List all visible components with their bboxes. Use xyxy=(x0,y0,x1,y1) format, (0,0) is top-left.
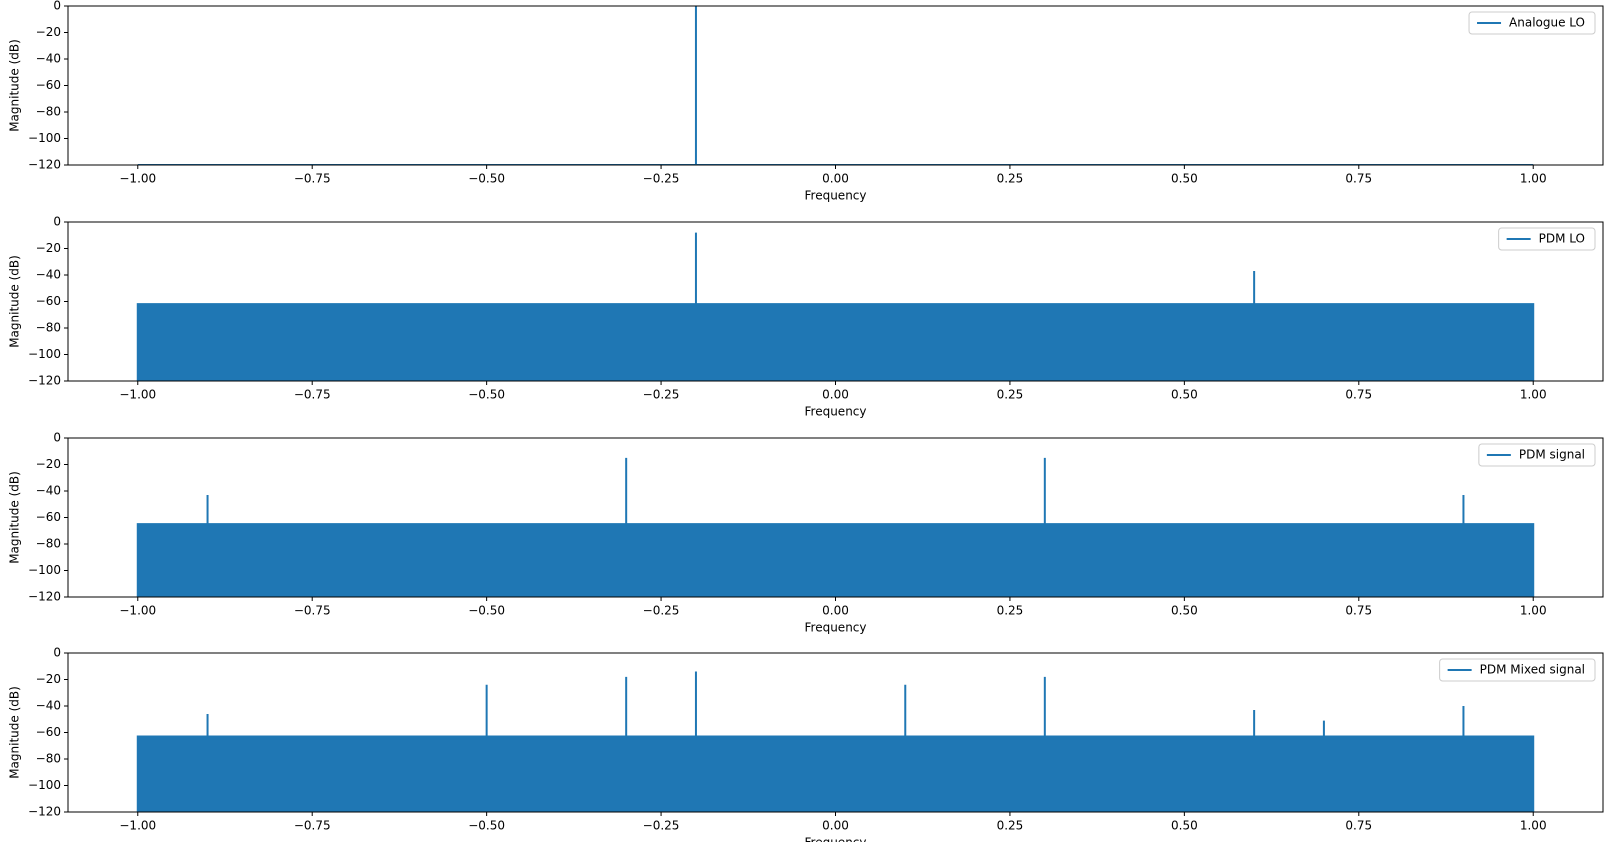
y-tick-label: −40 xyxy=(36,268,61,282)
legend-box xyxy=(1478,443,1596,467)
y-tick-label: −60 xyxy=(36,294,61,308)
subplot: −1.00 −0.75 −0.50 −0.25 0.00 0.25 0.50 0.75 1.00… xyxy=(8,215,1604,419)
y-tick-label: −40 xyxy=(36,484,61,498)
x-axis-title: Frequency xyxy=(805,189,867,203)
x-tick-label: −1.00 xyxy=(119,388,156,402)
x-tick-label: 1.00 xyxy=(1520,388,1547,402)
x-tick-label: 0.00 xyxy=(822,819,849,833)
x-axis-title: Frequency xyxy=(805,621,867,635)
legend-box xyxy=(1439,658,1596,682)
y-tick-label: 0 xyxy=(53,646,61,660)
x-tick-label: −0.50 xyxy=(468,604,505,618)
y-tick-label: −100 xyxy=(28,778,61,792)
x-tick-label: 0.50 xyxy=(1171,172,1198,186)
subplot: −1.00 −0.75 −0.50 −0.25 0.00 0.25 0.50 0.75 1.00… xyxy=(8,646,1604,842)
x-tick-label: 1.00 xyxy=(1520,819,1547,833)
y-tick-label: −100 xyxy=(28,347,61,361)
x-tick-label: 0.00 xyxy=(822,388,849,402)
x-tick-label: −1.00 xyxy=(119,172,156,186)
y-tick-label: −20 xyxy=(36,457,61,471)
y-tick-label: 0 xyxy=(53,431,61,445)
x-tick-label: 0.75 xyxy=(1345,604,1372,618)
x-tick-label: 0.50 xyxy=(1171,604,1198,618)
y-tick-label: −120 xyxy=(28,805,61,819)
x-tick-label: 0.75 xyxy=(1345,172,1372,186)
x-tick-label: 0.00 xyxy=(822,604,849,618)
subplot: −1.00 −0.75 −0.50 −0.25 0.00 0.25 0.50 0.75 1.00… xyxy=(8,431,1604,635)
x-tick-label: 0.50 xyxy=(1171,388,1198,402)
x-tick-label: 1.00 xyxy=(1520,172,1547,186)
y-tick-label: −40 xyxy=(36,699,61,713)
y-tick-label: −100 xyxy=(28,131,61,145)
y-axis-title: Magnitude (dB) xyxy=(8,471,22,564)
y-tick-label: −120 xyxy=(28,158,61,172)
y-tick-label: −120 xyxy=(28,590,61,604)
x-tick-label: 0.75 xyxy=(1345,388,1372,402)
legend: Analogue LO xyxy=(1468,11,1596,35)
x-tick-label: −0.75 xyxy=(294,388,331,402)
y-tick-label: −20 xyxy=(36,25,61,39)
x-tick-label: −0.50 xyxy=(468,172,505,186)
x-tick-label: 0.25 xyxy=(997,604,1024,618)
x-tick-label: −1.00 xyxy=(119,819,156,833)
y-tick-label: −60 xyxy=(36,510,61,524)
x-tick-label: −0.50 xyxy=(468,388,505,402)
y-tick-label: −80 xyxy=(36,321,61,335)
x-tick-label: 0.25 xyxy=(997,172,1024,186)
y-tick-label: −60 xyxy=(36,78,61,92)
x-tick-label: 0.00 xyxy=(822,172,849,186)
y-tick-label: −120 xyxy=(28,374,61,388)
legend-label: Analogue LO xyxy=(1509,16,1585,30)
y-axis-title: Magnitude (dB) xyxy=(8,255,22,348)
legend-label: PDM Mixed signal xyxy=(1480,663,1585,677)
legend: PDM Mixed signal xyxy=(1439,658,1596,682)
legend-label: PDM signal xyxy=(1519,448,1585,462)
x-tick-label: −0.50 xyxy=(468,819,505,833)
y-tick-label: 0 xyxy=(53,0,61,13)
legend-box xyxy=(1468,11,1596,35)
y-tick-label: −100 xyxy=(28,563,61,577)
spectrum-area xyxy=(136,232,1535,381)
x-tick-label: −0.25 xyxy=(643,388,680,402)
axes-frame xyxy=(67,5,1604,166)
x-axis-title: Frequency xyxy=(805,836,867,842)
y-tick-label: −20 xyxy=(36,672,61,686)
subplot: −1.00 −0.75 −0.50 −0.25 0.00 0.25 0.50 0.75 1.00… xyxy=(8,0,1604,203)
y-tick-label: −60 xyxy=(36,725,61,739)
spectrum-line xyxy=(137,6,1534,165)
y-tick-label: −80 xyxy=(36,752,61,766)
x-tick-label: −0.25 xyxy=(643,819,680,833)
x-tick-label: −0.25 xyxy=(643,604,680,618)
legend: PDM signal xyxy=(1478,443,1596,467)
y-tick-label: −80 xyxy=(36,537,61,551)
x-tick-label: 0.75 xyxy=(1345,819,1372,833)
x-tick-label: 0.25 xyxy=(997,819,1024,833)
x-tick-label: 1.00 xyxy=(1520,604,1547,618)
x-tick-label: −0.25 xyxy=(643,172,680,186)
x-tick-label: 0.25 xyxy=(997,388,1024,402)
y-tick-label: −40 xyxy=(36,52,61,66)
legend-label: PDM LO xyxy=(1539,232,1585,246)
y-tick-label: −20 xyxy=(36,241,61,255)
x-tick-label: −0.75 xyxy=(294,604,331,618)
legend-box xyxy=(1498,227,1596,251)
y-axis-title: Magnitude (dB) xyxy=(8,39,22,132)
x-tick-label: −0.75 xyxy=(294,819,331,833)
x-axis-title: Frequency xyxy=(805,405,867,419)
x-tick-label: −1.00 xyxy=(119,604,156,618)
legend: PDM LO xyxy=(1498,227,1596,251)
spectrum-area xyxy=(136,671,1535,812)
spectrum-area xyxy=(136,457,1535,597)
y-axis-title: Magnitude (dB) xyxy=(8,686,22,779)
y-tick-label: 0 xyxy=(53,215,61,229)
x-tick-label: −0.75 xyxy=(294,172,331,186)
x-tick-label: 0.50 xyxy=(1171,819,1198,833)
y-tick-label: −80 xyxy=(36,105,61,119)
